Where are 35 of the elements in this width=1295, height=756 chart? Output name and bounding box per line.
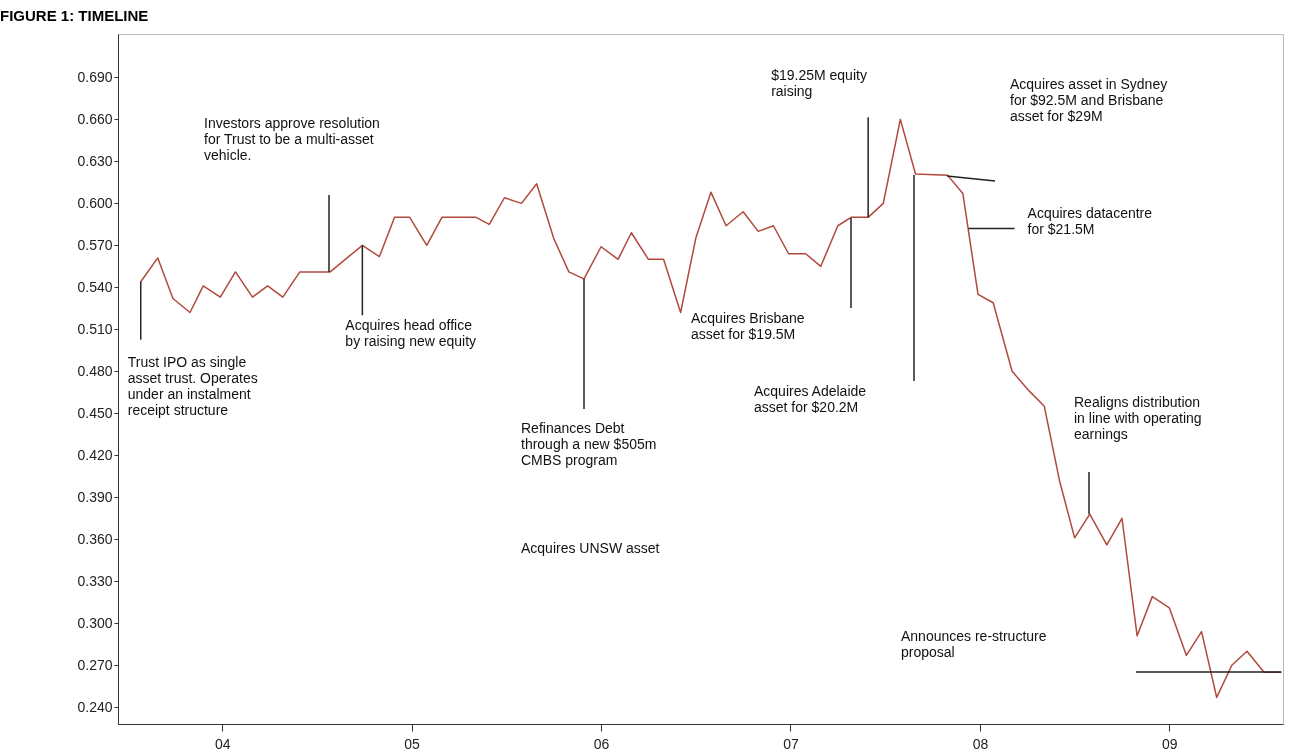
x-tick-label: 08 <box>972 735 989 752</box>
annotation: Trust IPO as single asset trust. Operates under an instalment receipt structure <box>127 353 258 418</box>
y-tick-label: 0.270 <box>77 656 113 673</box>
annotation: Acquires Brisbane asset for $19.5M <box>691 310 805 342</box>
y-tick-label: 0.510 <box>77 320 113 337</box>
y-tick-label: 0.540 <box>77 278 113 295</box>
x-tick-label: 07 <box>783 735 799 752</box>
annotation: Acquires asset in Sydney for $92.5M and Brisbane asset for $29M <box>1010 76 1168 124</box>
x-tick-label: 06 <box>593 735 610 752</box>
y-tick-label: 0.630 <box>77 152 113 169</box>
y-tick-label: 0.390 <box>77 488 113 505</box>
y-tick-label: 0.690 <box>77 68 113 85</box>
y-tick-label: 0.660 <box>77 110 113 127</box>
annotation: Investors approve resolution for Trust to be a multi-asset vehicle. <box>204 115 380 163</box>
annotation: Refinances Debt through a new $505m CMBS program <box>521 419 657 468</box>
y-tick-label: 0.600 <box>77 194 113 211</box>
annotation: Acquires Adelaide asset for $20.2M <box>754 383 867 415</box>
y-tick-label: 0.570 <box>77 236 113 253</box>
x-tick-label: 04 <box>214 735 231 752</box>
y-tick-label: 0.360 <box>77 530 113 547</box>
y-tick-label: 0.240 <box>77 698 113 715</box>
annotation: Announces re-structure proposal <box>901 628 1047 660</box>
annotation: Realigns distribution in line with operating earnings <box>1074 394 1202 442</box>
annotation: Acquires head office by raising new equity <box>345 317 477 350</box>
chart-title: FIGURE 1: TIMELINE <box>0 7 149 24</box>
y-tick-label: 0.330 <box>77 572 113 589</box>
annotation: Acquires UNSW asset <box>521 540 660 556</box>
y-tick-label: 0.480 <box>77 362 113 379</box>
y-tick-label: 0.450 <box>77 404 113 421</box>
x-tick-label: 05 <box>404 735 421 752</box>
annotation: Acquires datacentre for $21.5M <box>1027 204 1153 237</box>
y-tick-label: 0.300 <box>77 614 113 631</box>
annotation: $19.25M equity raising <box>771 67 867 100</box>
x-tick-label: 09 <box>1162 735 1178 752</box>
y-tick-label: 0.420 <box>77 446 113 463</box>
